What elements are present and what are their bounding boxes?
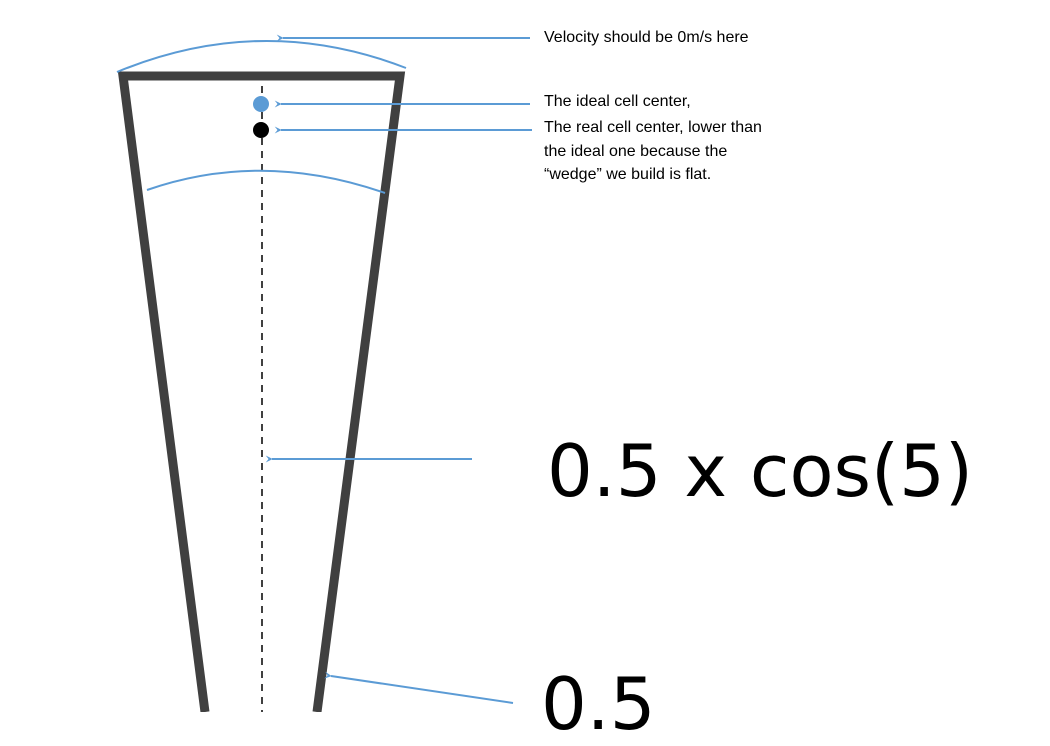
half-distance-arrow xyxy=(324,671,514,704)
top-arc xyxy=(116,40,407,73)
real-center-label-line1: The real cell center, lower than xyxy=(544,119,762,136)
ideal-center-dot xyxy=(253,96,269,112)
formula-cos-label: 0.5 x cos(5) xyxy=(547,429,974,513)
real-center-dot xyxy=(253,122,269,138)
real-center-label-line2: the ideal one because the xyxy=(544,143,728,160)
wedge-outline xyxy=(117,71,406,712)
ideal-center-label: The ideal cell center, xyxy=(544,93,691,110)
velocity-label: Velocity should be 0m/s here xyxy=(544,29,749,46)
real-center-label-line3: “wedge” we build is flat. xyxy=(544,166,712,183)
wedge-diagram xyxy=(116,34,532,712)
formula-half-label: 0.5 xyxy=(541,662,656,746)
cell-arc xyxy=(146,169,386,194)
